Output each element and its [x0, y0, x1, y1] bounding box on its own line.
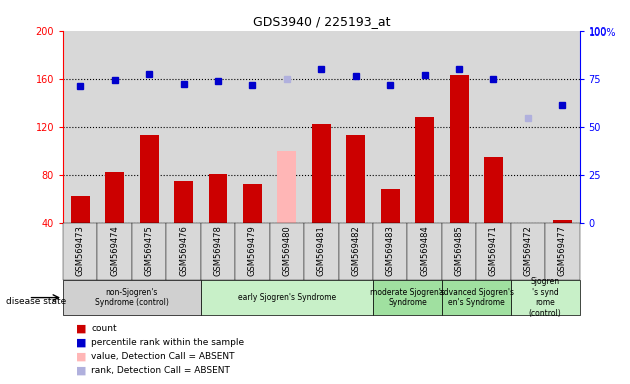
Bar: [71, 196, 89, 223]
Bar: [270, 31, 304, 223]
Bar: [545, 223, 580, 280]
Bar: [442, 280, 511, 315]
Bar: [63, 31, 98, 223]
Text: GSM569475: GSM569475: [145, 225, 154, 276]
Text: GSM569485: GSM569485: [455, 225, 464, 276]
Text: ■: ■: [76, 352, 86, 362]
Bar: [484, 157, 503, 223]
Bar: [201, 223, 235, 280]
Bar: [408, 31, 442, 223]
Bar: [140, 135, 159, 223]
Text: Sjogren
's synd
rome
(control): Sjogren 's synd rome (control): [529, 278, 561, 318]
Bar: [201, 31, 235, 223]
Bar: [235, 31, 270, 223]
Bar: [166, 223, 201, 280]
Text: GSM569484: GSM569484: [420, 225, 429, 276]
Bar: [235, 223, 270, 280]
Bar: [381, 189, 399, 223]
Text: disease state: disease state: [6, 297, 67, 306]
Text: GSM569474: GSM569474: [110, 225, 119, 276]
Text: count: count: [91, 324, 117, 333]
Bar: [450, 75, 469, 223]
Text: advanced Sjogren's
en's Syndrome: advanced Sjogren's en's Syndrome: [438, 288, 514, 307]
Text: GSM569472: GSM569472: [524, 225, 532, 276]
Bar: [166, 31, 201, 223]
Bar: [98, 31, 132, 223]
Bar: [373, 31, 408, 223]
Text: GSM569480: GSM569480: [282, 225, 291, 276]
Bar: [312, 124, 331, 223]
Text: GSM569471: GSM569471: [489, 225, 498, 276]
Title: GDS3940 / 225193_at: GDS3940 / 225193_at: [253, 15, 390, 28]
Text: 100%: 100%: [589, 28, 617, 38]
Text: moderate Sjogren's
Syndrome: moderate Sjogren's Syndrome: [370, 288, 445, 307]
Text: GSM569478: GSM569478: [214, 225, 222, 276]
Bar: [132, 31, 166, 223]
Bar: [373, 280, 442, 315]
Text: rank, Detection Call = ABSENT: rank, Detection Call = ABSENT: [91, 366, 230, 376]
Bar: [63, 223, 98, 280]
Bar: [545, 31, 580, 223]
Bar: [346, 135, 365, 223]
Bar: [243, 184, 262, 223]
Bar: [373, 223, 408, 280]
Bar: [553, 220, 572, 223]
Text: GSM569476: GSM569476: [179, 225, 188, 276]
Bar: [442, 31, 476, 223]
Text: non-Sjogren's
Syndrome (control): non-Sjogren's Syndrome (control): [95, 288, 169, 307]
Bar: [277, 151, 296, 223]
Bar: [132, 223, 166, 280]
Bar: [511, 31, 545, 223]
Text: GSM569477: GSM569477: [558, 225, 567, 276]
Bar: [270, 223, 304, 280]
Bar: [304, 223, 338, 280]
Bar: [201, 280, 373, 315]
Text: GSM569473: GSM569473: [76, 225, 84, 276]
Bar: [209, 174, 227, 223]
Bar: [415, 117, 434, 223]
Text: ■: ■: [76, 366, 86, 376]
Bar: [174, 181, 193, 223]
Text: value, Detection Call = ABSENT: value, Detection Call = ABSENT: [91, 352, 235, 361]
Bar: [338, 223, 373, 280]
Bar: [476, 31, 511, 223]
Text: ■: ■: [76, 338, 86, 348]
Text: GSM569482: GSM569482: [352, 225, 360, 276]
Bar: [63, 280, 201, 315]
Text: GSM569481: GSM569481: [317, 225, 326, 276]
Text: ■: ■: [76, 323, 86, 333]
Text: GSM569479: GSM569479: [248, 225, 257, 276]
Text: percentile rank within the sample: percentile rank within the sample: [91, 338, 244, 347]
Text: early Sjogren's Syndrome: early Sjogren's Syndrome: [238, 293, 336, 302]
Bar: [511, 223, 545, 280]
Bar: [511, 280, 580, 315]
Bar: [98, 223, 132, 280]
Bar: [105, 172, 124, 223]
Bar: [408, 223, 442, 280]
Text: GSM569483: GSM569483: [386, 225, 394, 276]
Bar: [304, 31, 338, 223]
Bar: [442, 223, 476, 280]
Bar: [338, 31, 373, 223]
Bar: [476, 223, 511, 280]
